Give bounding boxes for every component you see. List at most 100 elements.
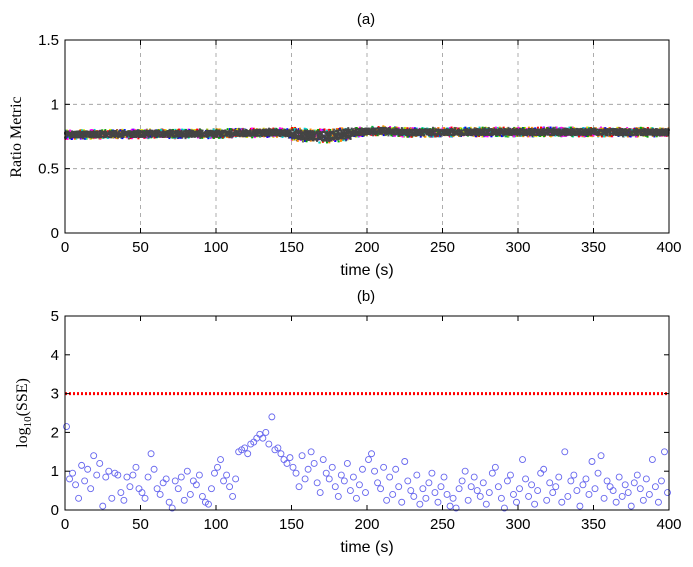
panel-a-data-point	[428, 133, 431, 136]
panel-a-data-point	[523, 126, 526, 129]
panel-a-data-point	[659, 127, 662, 130]
panel-a-data-point	[456, 132, 459, 135]
panel-a-data-point	[106, 130, 109, 133]
panel-a-data-point	[96, 133, 99, 136]
panel-a-data-point	[104, 129, 107, 132]
panel-a-data-point	[626, 135, 629, 138]
panel-a-data-point	[517, 126, 520, 129]
panel-a-data-point	[592, 134, 595, 137]
panel-a-data-point	[176, 137, 179, 140]
panel-a-data-point	[486, 128, 489, 131]
panel-a-data-point	[337, 140, 340, 143]
panel-a-data-point	[494, 126, 497, 129]
panel-a-data-point	[560, 131, 563, 134]
panel-a-data-point	[338, 132, 341, 135]
panel-a-data-point	[361, 135, 364, 138]
panel-a-data-point	[84, 137, 87, 140]
panel-a-data-point	[465, 134, 468, 137]
panel-a-data-point	[203, 134, 206, 137]
panel-a-data-point	[361, 130, 364, 133]
panel-a-data-point	[338, 127, 341, 130]
panel-a-data-point	[184, 137, 187, 140]
panel-a-data-point	[160, 128, 163, 131]
panel-a-data-point	[634, 133, 637, 136]
panel-a-data-point	[604, 127, 607, 130]
panel-a-data-point	[266, 129, 269, 132]
panel-a-data-point	[630, 128, 633, 131]
panel-a-data-point	[568, 126, 571, 129]
panel-a-data-point	[65, 129, 68, 132]
panel-a-data-point	[341, 132, 344, 135]
panel-a-data-point	[481, 135, 484, 138]
panel-a-data-point	[527, 126, 530, 129]
panel-a-data-point	[382, 134, 385, 137]
panel-a-data-point	[249, 129, 252, 132]
panel-a-data-point	[249, 127, 252, 130]
panel-a-data-point	[421, 132, 424, 135]
panel-a-data-point	[411, 127, 414, 130]
panel-a-data-point	[237, 127, 240, 130]
panel-a-data-point	[311, 132, 314, 135]
panel-a-data-point	[318, 141, 321, 144]
panel-a-data-point	[153, 136, 156, 139]
panel-a-data-point	[183, 128, 186, 131]
panel-a-data-point	[194, 129, 197, 132]
panel-a-data-point	[168, 137, 171, 140]
panel-a-data-point	[326, 139, 329, 142]
panel-a-data-point	[514, 127, 517, 130]
panel-a-data-point	[469, 126, 472, 129]
panel-a-data-point	[190, 134, 193, 137]
panel-a-data-point	[82, 129, 85, 132]
panel-a-data-point	[92, 133, 95, 136]
panel-a-data-point	[640, 127, 643, 130]
panel-a-data-point	[212, 128, 215, 131]
panel-a-data-point	[372, 134, 375, 137]
panel-a-data-point	[172, 134, 175, 137]
panel-a-data-point	[655, 133, 658, 136]
panel-a-data-point	[461, 134, 464, 137]
panel-a-data-point	[71, 130, 74, 133]
panel-a-data-point	[251, 136, 254, 139]
panel-a-data-point	[602, 135, 605, 138]
panel-a-data-point	[626, 127, 629, 130]
panel-a-data-point	[144, 136, 147, 139]
panel-a-data-point	[414, 134, 417, 137]
panel-a-data-point	[533, 134, 536, 137]
panel-a-data-point	[483, 126, 486, 129]
panel-a-data-point	[544, 131, 547, 134]
panel-a-data-point	[69, 129, 72, 132]
panel-a-data-point	[325, 141, 328, 144]
panel-a-data-point	[448, 127, 451, 130]
panel-a-data-point	[393, 134, 396, 137]
panel-a-data-point	[303, 139, 306, 142]
panel-a-data-point	[653, 135, 656, 138]
panel-a-data-point	[230, 128, 233, 131]
panel-a-data-point	[530, 126, 533, 129]
panel-a-data-point	[292, 127, 295, 130]
panel-a-data-point	[348, 131, 351, 134]
panel-a-data-point	[133, 128, 136, 131]
panel-a-data-point	[436, 130, 439, 133]
panel-a-data-point	[406, 127, 409, 130]
panel-a-data-point	[341, 139, 344, 142]
panel-a-data-point	[546, 127, 549, 130]
panel-a-data-point	[412, 129, 415, 132]
panel-a-data-point	[417, 131, 420, 134]
panel-a-data-point	[560, 126, 563, 129]
panel-a-data-point	[322, 128, 325, 131]
panel-a-data-point	[195, 133, 198, 136]
panel-a-data-point	[208, 136, 211, 139]
panel-a-data-point	[535, 135, 538, 138]
panel-a-data-point	[295, 128, 298, 131]
panel-a-data-point	[337, 129, 340, 132]
panel-a-data-point	[555, 126, 558, 129]
panel-a-data-point	[213, 133, 216, 136]
panel-a-data-point	[171, 136, 174, 139]
panel-a-data-point	[500, 134, 503, 137]
panel-a-data-point	[144, 134, 147, 137]
panel-a-data-point	[87, 135, 90, 138]
panel-a-data-point	[180, 129, 183, 132]
panel-a-data-point	[107, 135, 110, 138]
panel-a-data-point	[100, 130, 103, 133]
panel-a-data-point	[315, 137, 318, 140]
